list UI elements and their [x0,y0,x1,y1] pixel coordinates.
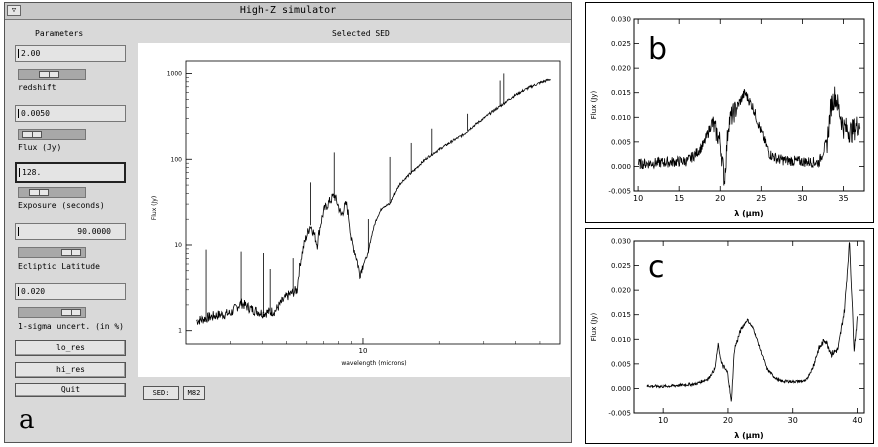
uncert-label: 1-sigma uncert. (in %) [18,322,124,331]
sed-plot-area: 1000 100 10 1 10 Flux (Jy) wavelength (micr… [138,43,570,377]
b-xtick-label: 20 [715,194,725,203]
window-title: High-Z simulator [239,5,337,16]
flux-field[interactable]: 0.0050 [15,105,126,122]
sed-ytick-label: 100 [171,156,183,163]
c-xtick-label: 30 [788,416,798,425]
sed-ytick-label: 1000 [167,71,182,78]
b-ytick-label: 0.010 [611,114,631,122]
b-xtick-label: 15 [674,194,684,203]
exposure-slider[interactable] [18,187,86,198]
redshift-field[interactable]: 2.00 [15,45,126,62]
uncert-slider[interactable] [18,307,86,318]
simulator-window: High-Z simulator ▽ Parameters 2.00 redsh… [4,2,572,443]
c-ytick-label: -0.005 [608,410,631,418]
panel-label-c: c [648,250,665,285]
sed-plot-title: Selected SED [332,29,390,38]
b-ytick-label: 0.025 [611,40,631,48]
redshift-slider[interactable] [18,69,86,80]
uncert-value: 0.020 [21,287,46,296]
text-caret [18,109,19,118]
text-caret [18,227,19,236]
window-menu-icon[interactable]: ▽ [7,5,21,16]
c-ytick-label: 0.025 [611,262,631,270]
c-ytick-label: 0.005 [611,360,631,368]
panel-label-b: b [648,32,667,67]
b-ytick-label: 0.030 [611,16,631,24]
uncert-slider-thumb[interactable] [61,309,81,316]
b-xtick-label: 35 [838,194,848,203]
c-series-line [646,242,858,402]
parameters-heading: Parameters [35,29,84,38]
sed-button[interactable]: SED: [143,386,179,400]
sed-xtick-label: 10 [359,347,368,355]
b-xtick-label: 10 [633,194,643,203]
spectrum-chart-c: 0.030 0.025 0.020 0.015 0.010 0.005 0.000 -0.00… [590,238,865,440]
text-caret [18,49,19,58]
exposure-value: 128. [22,168,42,177]
hi-res-button[interactable]: hi_res [15,362,126,378]
ecliptic-slider[interactable] [18,247,86,258]
b-ylabel: Flux (Jy) [590,91,598,120]
quit-button[interactable]: Quit [15,383,126,397]
b-xlabel: λ (μm) [734,209,763,218]
redshift-slider-thumb[interactable] [39,71,59,78]
ecliptic-label: Ecliptic Latitude [18,262,100,271]
b-ytick-label: 0.005 [611,138,631,146]
text-caret [19,168,20,177]
sed-xlabel: wavelength (microns) [341,360,406,367]
b-xtick-label: 30 [797,194,807,203]
c-ylabel: Flux (Jy) [590,313,598,342]
sed-ytick-label: 1 [178,328,182,335]
c-ytick-label: 0.010 [611,336,631,344]
c-xtick-label: 40 [852,416,862,425]
flux-slider-thumb[interactable] [22,131,42,138]
c-ytick-label: 0.000 [611,385,631,393]
panel-label-a: a [19,405,35,435]
flux-slider[interactable] [18,129,86,140]
c-ytick-label: 0.015 [611,311,631,319]
b-series-line [637,86,861,186]
ecliptic-slider-thumb[interactable] [61,249,81,256]
flux-value: 0.0050 [21,109,50,118]
c-ytick-label: 0.020 [611,287,631,295]
c-ytick-label: 0.030 [611,238,631,246]
spectrum-chart-b: 0.030 0.025 0.020 0.015 0.010 0.005 0.000 -0.00… [590,16,865,218]
redshift-label: redshift [18,83,57,92]
redshift-value: 2.00 [21,49,41,58]
b-ytick-label: 0.015 [611,89,631,97]
b-ytick-label: -0.005 [608,188,631,196]
exposure-field[interactable]: 128. [15,162,126,183]
sed-ytick-label: 10 [174,242,182,249]
uncert-field[interactable]: 0.020 [15,283,126,300]
b-axes-frame [633,18,865,192]
lo-res-button[interactable]: lo_res [15,340,126,356]
panel-c: 0.030 0.025 0.020 0.015 0.010 0.005 0.000 -0.00… [585,228,874,444]
flux-label: Flux (Jy) [18,143,62,152]
sed-ylabel: Flux (Jy) [151,196,158,220]
c-xlabel: λ (μm) [734,431,763,440]
sed-chart: 1000 100 10 1 10 Flux (Jy) wavelength (micr… [151,60,561,367]
sed-selection[interactable]: M82 [183,386,205,400]
c-xtick-label: 10 [658,416,668,425]
window-titlebar[interactable]: High-Z simulator [5,3,571,20]
text-caret [18,287,19,296]
c-axes-frame [633,240,865,414]
b-ytick-label: 0.000 [611,163,631,171]
ecliptic-value: 90.0000 [77,227,111,236]
exposure-slider-thumb[interactable] [29,189,49,196]
b-ytick-label: 0.020 [611,65,631,73]
panel-b: 0.030 0.025 0.020 0.015 0.010 0.005 0.000 -0.00… [585,2,874,223]
sed-series-line [196,78,551,325]
ecliptic-field[interactable]: 90.0000 [15,223,126,240]
c-xtick-label: 20 [723,416,733,425]
exposure-label: Exposure (seconds) [18,201,105,210]
b-xtick-label: 25 [756,194,766,203]
sed-axes-frame [185,60,561,345]
